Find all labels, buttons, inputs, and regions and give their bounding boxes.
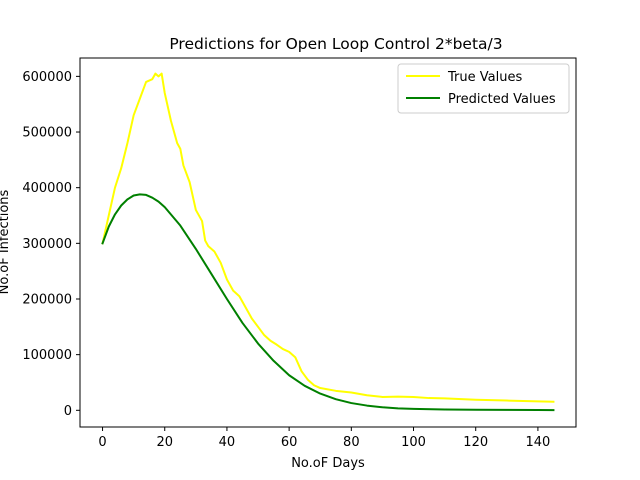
y-tick-label: 200000 <box>22 292 72 307</box>
y-axis-label: No.oF Infections <box>0 189 12 294</box>
y-tick-label: 500000 <box>22 126 72 141</box>
legend-label-predicted-values: Predicted Values <box>448 92 556 107</box>
legend: True Values Predicted Values <box>397 63 570 114</box>
x-axis: 0 20 40 60 80 100 120 140 <box>98 427 550 450</box>
legend-label-true-values: True Values <box>447 70 522 85</box>
y-tick-label: 0 <box>64 404 72 419</box>
legend-box <box>397 63 570 114</box>
y-tick-label: 400000 <box>22 181 72 196</box>
y-tick-label: 100000 <box>22 348 72 363</box>
chart-title: Predictions for Open Loop Control 2*beta… <box>169 35 502 53</box>
x-tick-label: 120 <box>463 435 488 450</box>
x-tick-label: 20 <box>156 435 173 450</box>
axes-frame <box>79 57 577 428</box>
x-tick-label: 80 <box>343 435 360 450</box>
x-axis-label: No.oF Days <box>291 456 365 471</box>
y-tick-label: 600000 <box>22 70 72 85</box>
x-tick-label: 0 <box>98 435 106 450</box>
x-tick-label: 100 <box>401 435 426 450</box>
x-tick-label: 140 <box>525 435 550 450</box>
series-line-true-values <box>101 72 555 403</box>
plot-area <box>101 72 555 412</box>
x-tick-label: 40 <box>219 435 236 450</box>
y-tick-label: 300000 <box>22 237 72 252</box>
series-line-predicted-values <box>101 193 555 412</box>
y-axis: 0 100000 200000 300000 400000 500000 600000 <box>22 70 80 419</box>
x-tick-label: 60 <box>281 435 298 450</box>
